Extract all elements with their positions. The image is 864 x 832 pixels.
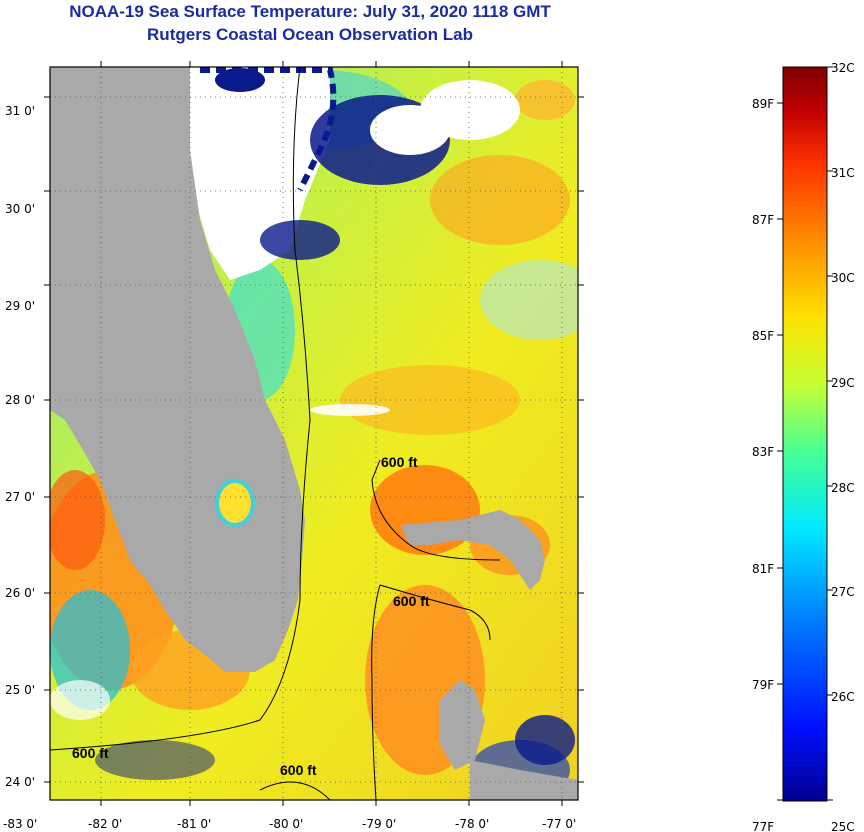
map-panel xyxy=(50,67,578,800)
page-title: NOAA-19 Sea Surface Temperature: July 31… xyxy=(69,2,551,21)
contour-label-2: 600 ft xyxy=(393,593,430,609)
lon-tick-label: -79 0' xyxy=(362,817,396,831)
lake-okeechobee xyxy=(215,479,255,527)
lat-tick-label: 30 0' xyxy=(5,202,35,216)
colorbar-ticks xyxy=(777,66,833,801)
lat-tick-label: 29 0' xyxy=(5,299,35,313)
lon-tick-label: -81 0' xyxy=(177,817,211,831)
lat-tick-label: 31 0' xyxy=(5,104,35,118)
graticule xyxy=(50,67,578,800)
lon-tick-label: -78 0' xyxy=(455,817,489,831)
lat-tick-label: 24 0' xyxy=(5,775,35,789)
colorbar-f-label: 77F xyxy=(752,820,774,832)
contour-label-4: 600 ft xyxy=(280,762,317,778)
colorbar-c-label: 30C xyxy=(831,271,855,285)
lon-tick-label: -83 0' xyxy=(3,817,37,831)
colorbar-c-label: 26C xyxy=(831,690,855,704)
page-subtitle: Rutgers Coastal Ocean Observation Lab xyxy=(147,25,473,44)
contour-label-1: 600 ft xyxy=(381,454,418,470)
lon-tick-label: -80 0' xyxy=(269,817,303,831)
colorbar-f-label: 89F xyxy=(752,97,774,111)
colorbar-c-label: 32C xyxy=(831,61,855,75)
colorbar-c-label: 31C xyxy=(831,166,855,180)
lat-tick-label: 27 0' xyxy=(5,490,35,504)
colorbar xyxy=(782,66,828,802)
colorbar-c-label: 28C xyxy=(831,481,855,495)
bahamas-land xyxy=(400,510,545,590)
lat-tick-label: 28 0' xyxy=(5,393,35,407)
lon-tick-label: -82 0' xyxy=(88,817,122,831)
lat-tick-label: 25 0' xyxy=(5,683,35,697)
colorbar-f-label: 87F xyxy=(752,213,774,227)
andros-land xyxy=(440,680,485,770)
colorbar-f-label: 81F xyxy=(752,562,774,576)
tick-marks xyxy=(44,61,584,806)
cuba-land xyxy=(470,760,578,800)
map-frame xyxy=(49,66,579,801)
colorbar-f-label: 85F xyxy=(752,329,774,343)
colorbar-f-label: 83F xyxy=(752,445,774,459)
colorbar-c-label: 25C xyxy=(831,820,855,832)
depth-contours xyxy=(50,67,501,800)
colorbar-c-label: 29C xyxy=(831,376,855,390)
lat-tick-label: 26 0' xyxy=(5,586,35,600)
lon-tick-label: -77 0' xyxy=(542,817,576,831)
colorbar-f-label: 79F xyxy=(752,678,774,692)
colorbar-c-label: 27C xyxy=(831,585,855,599)
contour-label-3: 600 ft xyxy=(72,745,109,761)
